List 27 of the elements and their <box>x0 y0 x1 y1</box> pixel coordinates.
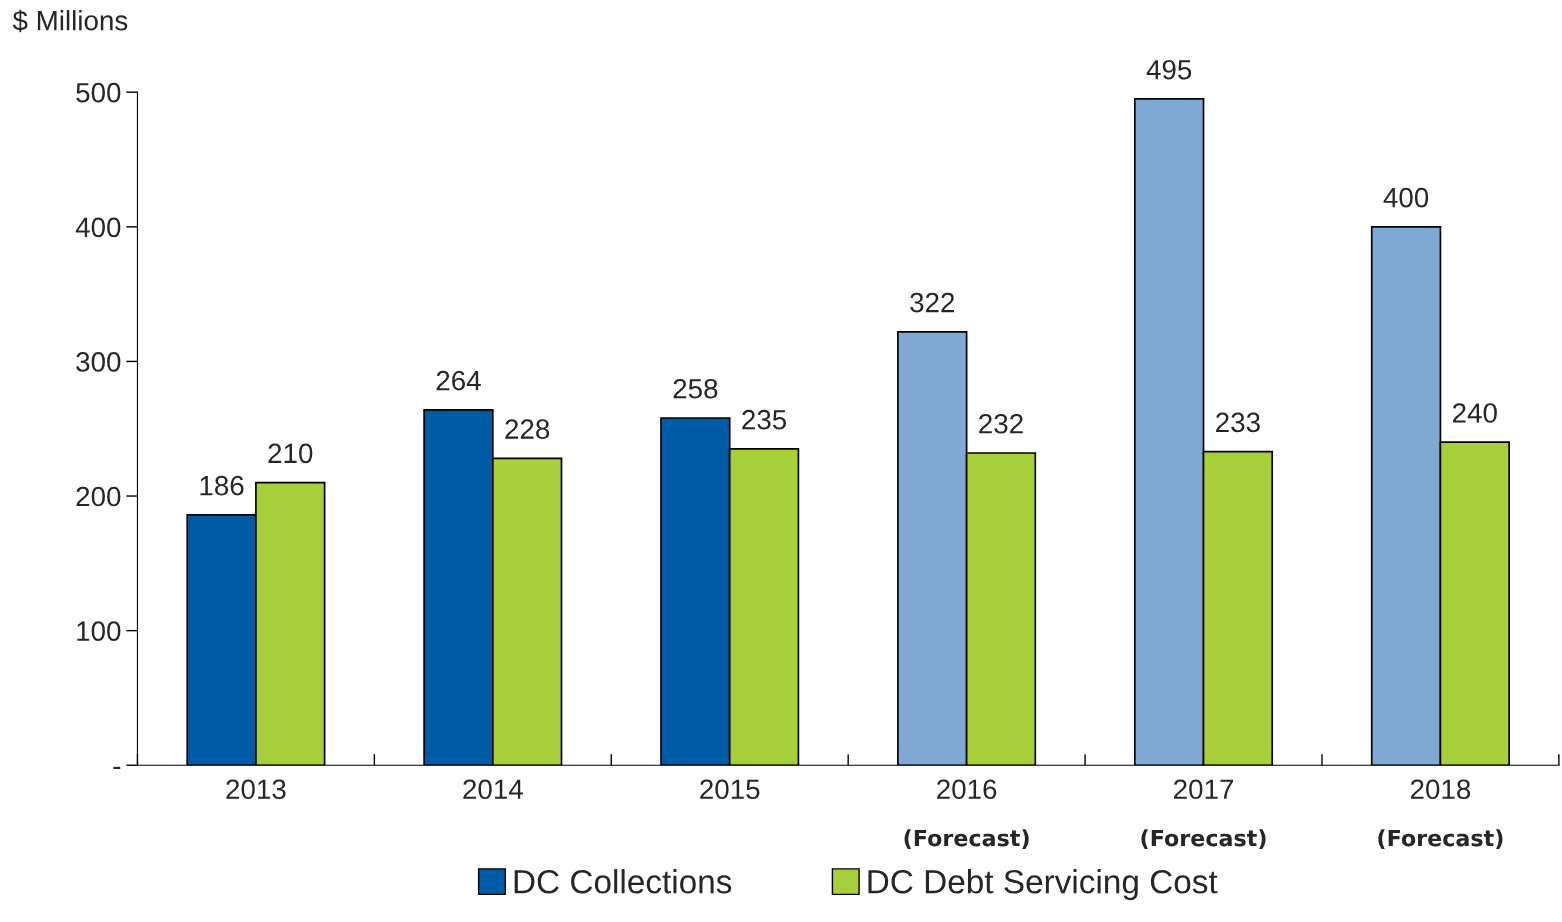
y-tick-label: 300 <box>76 352 121 372</box>
x-tick-label: 2014 <box>463 779 523 800</box>
data-label: 322 <box>910 292 955 313</box>
y-tick-label: 100 <box>77 621 121 641</box>
y-tick-label: 200 <box>76 486 121 507</box>
data-label: 495 <box>1146 59 1192 80</box>
data-label: 186 <box>200 475 244 496</box>
data-label: 233 <box>1216 412 1260 433</box>
y-tick-label: 500 <box>76 82 121 103</box>
x-tick-label: 2018 (Forecast) <box>1378 779 1503 850</box>
y-axis-title: $ Millions <box>12 9 128 33</box>
data-label: 232 <box>979 413 1023 434</box>
x-tick-label: 2017 (Forecast) <box>1141 779 1266 850</box>
data-label: 400 <box>1383 187 1429 208</box>
data-label: 228 <box>505 419 550 439</box>
y-tick-label: - <box>113 766 121 770</box>
data-label: 264 <box>436 370 481 391</box>
x-tick-label: 2013 <box>226 779 286 800</box>
data-label: 210 <box>268 443 313 464</box>
x-tick-label: 2016 (Forecast) <box>904 779 1029 850</box>
legend-label: DC Debt Servicing Cost <box>868 869 1218 901</box>
legend-label: DC Collections <box>514 869 732 894</box>
x-tick-label: 2015 <box>700 779 760 800</box>
y-tick-label: 400 <box>75 217 121 238</box>
data-label: 240 <box>1453 403 1497 423</box>
data-label: 258 <box>673 378 718 399</box>
data-label: 235 <box>742 409 787 430</box>
